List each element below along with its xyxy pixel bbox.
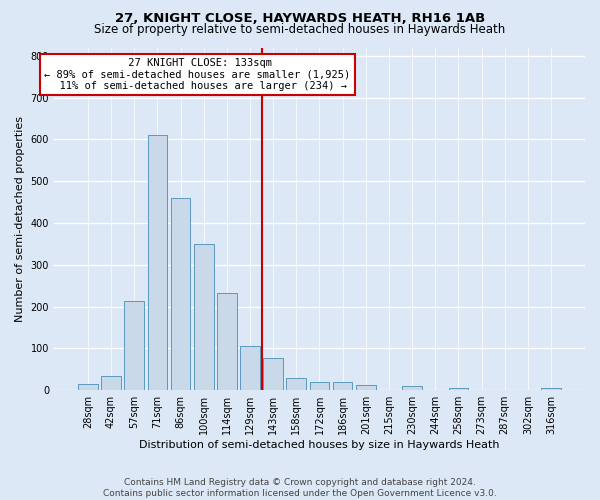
Bar: [263, 358, 283, 390]
Bar: [194, 244, 214, 390]
Bar: [124, 301, 144, 390]
Bar: [148, 136, 167, 390]
Bar: [449, 388, 468, 390]
Bar: [101, 376, 121, 390]
Bar: [78, 384, 98, 390]
X-axis label: Distribution of semi-detached houses by size in Haywards Heath: Distribution of semi-detached houses by …: [139, 440, 500, 450]
Bar: [333, 382, 352, 390]
Text: 27, KNIGHT CLOSE, HAYWARDS HEATH, RH16 1AB: 27, KNIGHT CLOSE, HAYWARDS HEATH, RH16 1…: [115, 12, 485, 26]
Bar: [310, 382, 329, 390]
Bar: [356, 385, 376, 390]
Text: Contains HM Land Registry data © Crown copyright and database right 2024.
Contai: Contains HM Land Registry data © Crown c…: [103, 478, 497, 498]
Bar: [402, 386, 422, 390]
Bar: [541, 388, 561, 390]
Bar: [286, 378, 306, 390]
Text: 27 KNIGHT CLOSE: 133sqm
← 89% of semi-detached houses are smaller (1,925)
  11% : 27 KNIGHT CLOSE: 133sqm ← 89% of semi-de…: [44, 58, 350, 91]
Text: Size of property relative to semi-detached houses in Haywards Heath: Size of property relative to semi-detach…: [94, 22, 506, 36]
Bar: [217, 293, 236, 390]
Y-axis label: Number of semi-detached properties: Number of semi-detached properties: [15, 116, 25, 322]
Bar: [170, 198, 190, 390]
Bar: [240, 346, 260, 390]
